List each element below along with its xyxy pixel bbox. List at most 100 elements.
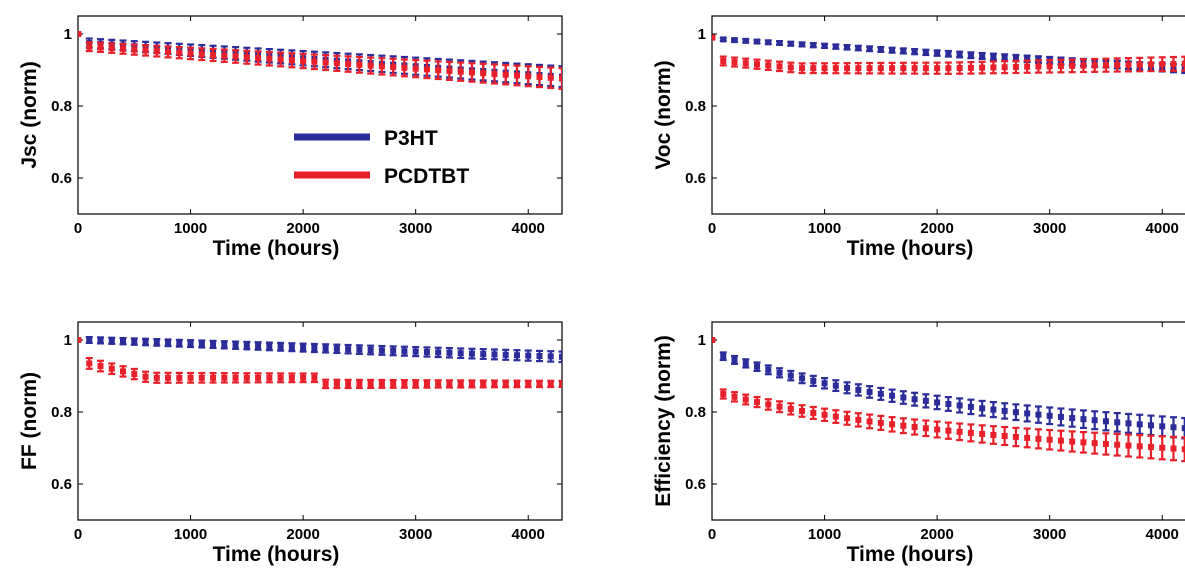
y-tick-label: 1 (64, 26, 72, 43)
series-p3ht (712, 337, 1185, 440)
data-point (1136, 61, 1143, 68)
data-point (221, 341, 228, 348)
data-point (1114, 61, 1121, 68)
data-point (720, 353, 727, 360)
data-point (536, 380, 543, 387)
data-point (345, 61, 352, 68)
data-point (446, 349, 453, 356)
y-tick-label: 1 (698, 332, 706, 349)
data-point (956, 51, 963, 58)
data-point (712, 34, 715, 41)
data-point (457, 350, 464, 357)
data-point (423, 349, 430, 355)
data-point (799, 41, 806, 48)
data-point (221, 52, 228, 59)
data-point (922, 397, 929, 404)
data-point (153, 339, 160, 346)
data-point (1181, 446, 1185, 453)
data-point (720, 58, 727, 64)
x-tick-label: 4000 (512, 220, 545, 237)
data-point (446, 67, 453, 74)
data-point (810, 409, 817, 416)
data-point (378, 63, 385, 70)
data-point (559, 380, 562, 387)
data-point (446, 380, 453, 387)
data-point (1091, 440, 1098, 447)
data-point (922, 49, 929, 56)
data-point (243, 342, 250, 349)
data-point (559, 75, 562, 82)
x-tick-label: 3000 (399, 220, 432, 237)
data-point (198, 374, 205, 381)
data-point (333, 380, 340, 387)
data-point (232, 374, 239, 381)
data-point (911, 65, 918, 72)
data-point (866, 65, 873, 72)
data-point (844, 65, 851, 72)
data-point (1024, 55, 1031, 62)
data-point (754, 399, 761, 406)
data-point (502, 380, 509, 387)
data-point (1159, 444, 1166, 451)
data-point (570, 74, 576, 80)
data-point (120, 45, 127, 52)
data-point (821, 411, 828, 418)
data-point (855, 65, 862, 72)
data-point (810, 377, 817, 384)
data-point (832, 413, 839, 420)
axes-box (711, 15, 1185, 215)
data-point (712, 337, 715, 343)
data-point (1001, 432, 1008, 439)
data-point (513, 72, 520, 79)
data-point (547, 74, 554, 81)
data-point (810, 65, 817, 72)
data-point (120, 338, 127, 345)
data-point (187, 340, 194, 347)
x-tick-label: 1000 (808, 220, 841, 237)
data-point (378, 347, 385, 354)
data-point (731, 37, 738, 44)
data-point (1159, 61, 1166, 68)
x-tick-label: 4000 (1146, 526, 1179, 543)
data-point (457, 380, 464, 387)
x-tick-label: 0 (708, 220, 716, 237)
data-point (945, 65, 952, 72)
data-point (142, 373, 149, 380)
data-point (855, 45, 862, 52)
data-point (97, 337, 104, 344)
data-point (1069, 62, 1076, 69)
data-point (765, 366, 772, 373)
data-point (311, 345, 318, 351)
data-point (742, 37, 749, 44)
data-point (480, 351, 487, 357)
data-point (423, 66, 430, 73)
data-point (423, 380, 430, 387)
y-axis-label: Jsc (norm) (18, 61, 41, 168)
y-axis-label: Efficiency (norm) (652, 335, 675, 507)
data-point (900, 394, 907, 401)
data-point (979, 52, 986, 59)
x-tick-label: 3000 (1033, 220, 1066, 237)
data-point (255, 343, 262, 349)
data-point (525, 73, 532, 80)
data-point (934, 50, 941, 57)
data-point (877, 390, 884, 397)
data-point (922, 425, 929, 432)
data-point (979, 405, 986, 412)
data-point (1125, 442, 1132, 449)
data-point (120, 368, 127, 375)
data-point (165, 339, 172, 346)
data-point (776, 403, 783, 410)
x-tick-label: 0 (74, 220, 82, 237)
data-point (435, 349, 442, 356)
data-point (1080, 62, 1087, 69)
data-point (536, 353, 543, 359)
data-point (570, 381, 576, 387)
x-axis-label: Time (hours) (213, 237, 340, 260)
data-point (345, 380, 352, 387)
data-point (1069, 415, 1076, 422)
data-point (525, 352, 532, 359)
data-point (266, 55, 273, 62)
data-point (1102, 418, 1109, 425)
data-point (765, 401, 772, 408)
